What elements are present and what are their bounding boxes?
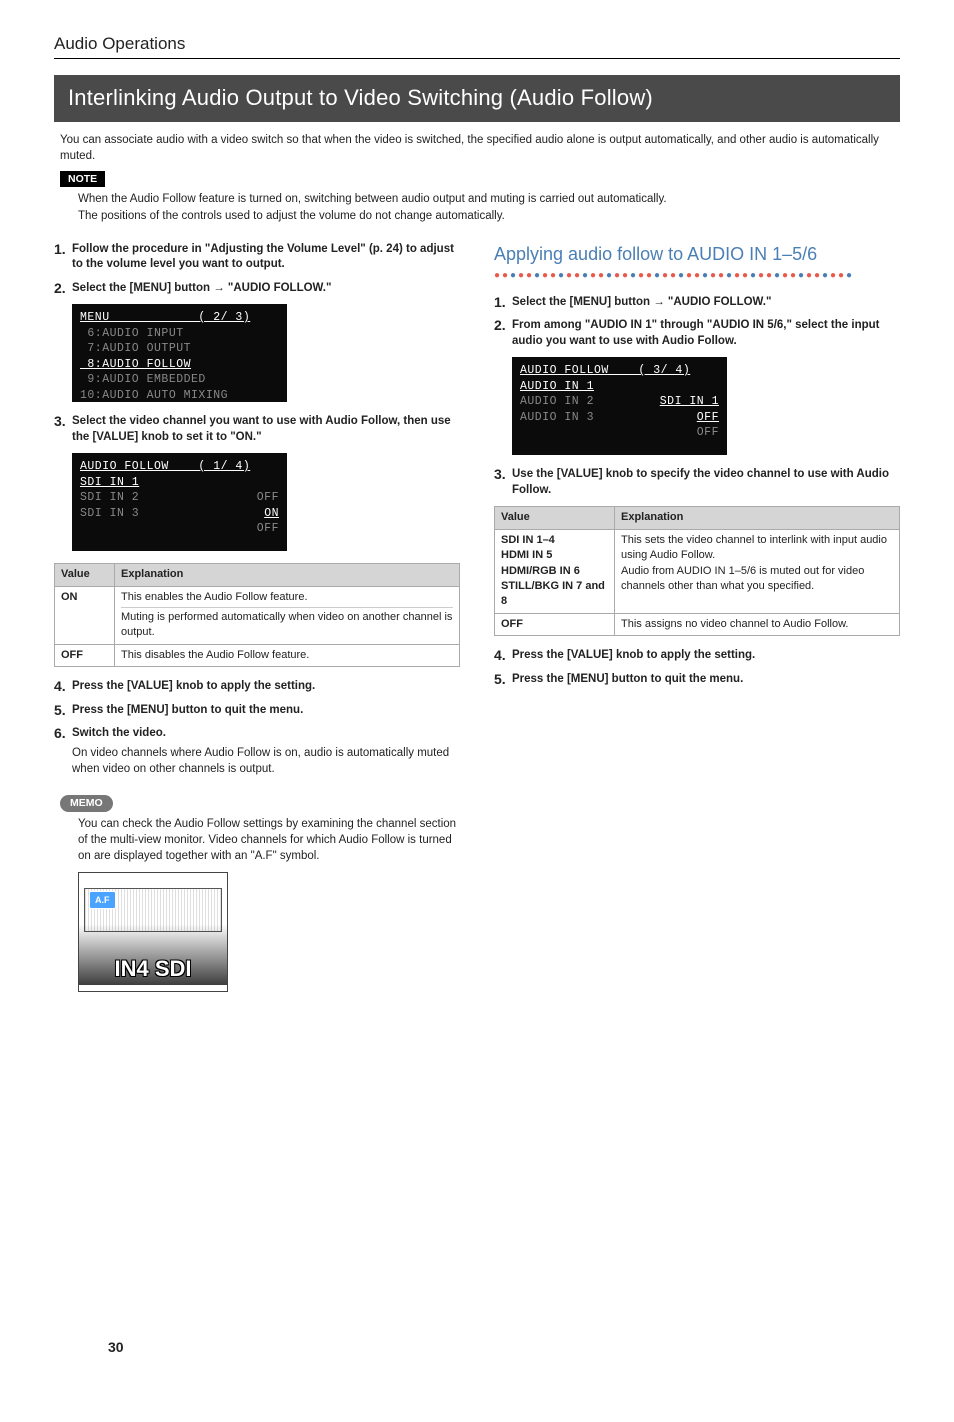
lcd-row: 10:AUDIO AUTO MIXING	[80, 388, 279, 404]
step-number: 5.	[54, 703, 72, 719]
param-table-1: Value Explanation ON This enables the Au…	[54, 563, 460, 667]
step-text: Press the [MENU] button to quit the menu…	[72, 703, 303, 719]
lcd-row: SDI IN 1	[80, 475, 279, 491]
step-text: Select the [MENU] button → "AUDIO FOLLOW…	[512, 295, 771, 311]
memo-label: MEMO	[60, 795, 113, 812]
step-number: 4.	[494, 648, 512, 664]
step-number: 6.	[54, 726, 72, 777]
lcd-header: MENU ( 2/ 3)	[80, 310, 279, 326]
step-number: 1.	[494, 295, 512, 311]
multiview-figure: A.F IN4 SDI	[78, 872, 228, 992]
step-text: Follow the procedure in "Adjusting the V…	[72, 242, 460, 273]
decorative-dots: ●●●●●●●●●●●●●●●●●●●●●●●●●●●●●●●●●●●●●●●●…	[494, 269, 900, 283]
intro-text: You can associate audio with a video swi…	[54, 132, 900, 164]
step-number: 4.	[54, 679, 72, 695]
lcd-header: AUDIO FOLLOW ( 3/ 4)	[520, 363, 719, 379]
step-text: Switch the video.	[72, 726, 460, 742]
table-cell: SDI IN 1–4 HDMI IN 5 HDMI/RGB IN 6 STILL…	[495, 529, 615, 613]
table-header: Value	[495, 507, 615, 529]
lcd-row: AUDIO IN 3	[520, 410, 719, 426]
step-number: 3.	[494, 467, 512, 498]
step-text: Select the [MENU] button → "AUDIO FOLLOW…	[72, 281, 331, 297]
lcd-row: AUDIO IN 1	[520, 379, 719, 395]
note-label: NOTE	[60, 171, 105, 188]
channel-caption: IN4 SDI	[79, 924, 227, 985]
step-5: 5. Press the [MENU] button to quit the m…	[494, 672, 900, 688]
step-3: 3. Select the video channel you want to …	[54, 414, 460, 445]
table-header: Value	[55, 564, 115, 586]
step-number: 2.	[54, 281, 72, 297]
lcd-row-selected: 8:AUDIO FOLLOW	[80, 357, 279, 373]
left-column: 1. Follow the procedure in "Adjusting th…	[54, 242, 460, 992]
lcd-menu-2: AUDIO FOLLOW ( 1/ 4) SDI IN 1 OFF SDI IN…	[72, 453, 287, 551]
af-badge: A.F	[89, 891, 116, 910]
right-column: Applying audio follow to AUDIO IN 1–5/6 …	[494, 242, 900, 992]
step-text: Use the [VALUE] knob to specify the vide…	[512, 467, 900, 498]
table-header: Explanation	[615, 507, 900, 529]
table-header: Explanation	[115, 564, 460, 586]
table-cell: This enables the Audio Follow feature. M…	[115, 586, 460, 644]
page-number: 30	[108, 1338, 124, 1358]
lcd-row: 6:AUDIO INPUT	[80, 326, 279, 342]
table-cell: OFF	[495, 613, 615, 635]
step-6: 6. Switch the video. On video channels w…	[54, 726, 460, 777]
step-4: 4. Press the [VALUE] knob to apply the s…	[494, 648, 900, 664]
step-text: From among "AUDIO IN 1" through "AUDIO I…	[512, 318, 900, 349]
section-header: Audio Operations	[54, 32, 900, 59]
step-number: 1.	[54, 242, 72, 273]
lcd-header: AUDIO FOLLOW ( 1/ 4)	[80, 459, 279, 475]
table-cell: This assigns no video channel to Audio F…	[615, 613, 900, 635]
step-3: 3. Use the [VALUE] knob to specify the v…	[494, 467, 900, 498]
lcd-menu-1: MENU ( 2/ 3) 6:AUDIO INPUT 7:AUDIO OUTPU…	[72, 304, 287, 402]
note-line: The positions of the controls used to ad…	[78, 208, 900, 224]
table-cell: This disables the Audio Follow feature.	[115, 644, 460, 666]
lcd-row: 7:AUDIO OUTPUT	[80, 341, 279, 357]
lcd-row: SDI IN 2	[80, 490, 279, 506]
param-table-2: Value Explanation SDI IN 1–4 HDMI IN 5 H…	[494, 506, 900, 636]
memo-body: You can check the Audio Follow settings …	[54, 816, 460, 864]
table-cell: This sets the video channel to interlink…	[615, 529, 900, 613]
step-4: 4. Press the [VALUE] knob to apply the s…	[54, 679, 460, 695]
step-text: Press the [MENU] button to quit the menu…	[512, 672, 743, 688]
lcd-menu-3: AUDIO FOLLOW ( 3/ 4) AUDIO IN 1 SDI IN 1…	[512, 357, 727, 455]
step-2: 2. From among "AUDIO IN 1" through "AUDI…	[494, 318, 900, 349]
step-text: Select the video channel you want to use…	[72, 414, 460, 445]
table-text: This enables the Audio Follow feature.	[121, 590, 453, 605]
step-number: 5.	[494, 672, 512, 688]
step-1: 1. Follow the procedure in "Adjusting th…	[54, 242, 460, 273]
sub-heading: Applying audio follow to AUDIO IN 1–5/6	[494, 242, 900, 267]
lcd-row: SDI IN 3	[80, 506, 279, 522]
step-subtext: On video channels where Audio Follow is …	[72, 745, 460, 777]
lcd-row: 9:AUDIO EMBEDDED	[80, 372, 279, 388]
step-1: 1. Select the [MENU] button → "AUDIO FOL…	[494, 295, 900, 311]
table-cell: ON	[55, 586, 115, 644]
step-text: Press the [VALUE] knob to apply the sett…	[72, 679, 315, 695]
step-text: Press the [VALUE] knob to apply the sett…	[512, 648, 755, 664]
table-text: Muting is performed automatically when v…	[121, 610, 453, 641]
step-5: 5. Press the [MENU] button to quit the m…	[54, 703, 460, 719]
note-line: When the Audio Follow feature is turned …	[78, 191, 900, 207]
step-number: 2.	[494, 318, 512, 349]
page-title: Interlinking Audio Output to Video Switc…	[54, 75, 900, 122]
note-body: When the Audio Follow feature is turned …	[54, 191, 900, 223]
step-number: 3.	[54, 414, 72, 445]
table-cell: OFF	[55, 644, 115, 666]
step-2: 2. Select the [MENU] button → "AUDIO FOL…	[54, 281, 460, 297]
